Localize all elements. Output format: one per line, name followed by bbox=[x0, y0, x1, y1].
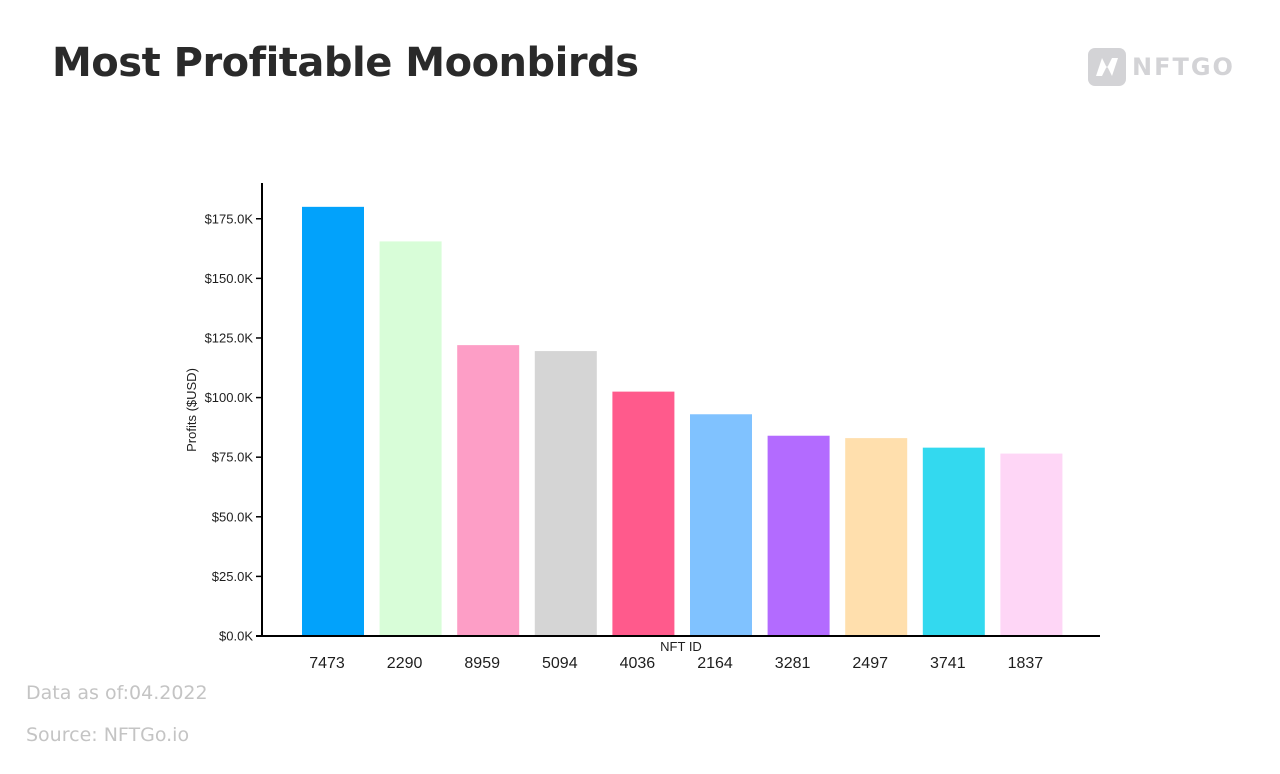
x-tick-label: 8959 bbox=[464, 655, 500, 672]
x-tick-label: 1837 bbox=[1008, 655, 1044, 672]
y-axis-ticks: $0.0K $25.0K $50.0K $75.0K $100.0K $125.0K $15… bbox=[205, 211, 262, 644]
bars bbox=[302, 206, 1063, 637]
nftgo-logo-icon bbox=[1088, 48, 1126, 86]
y-tick-label: $25.0K bbox=[212, 569, 254, 584]
y-tick-label: $100.0K bbox=[205, 390, 254, 405]
source-note: Source: NFTGo.io bbox=[26, 724, 190, 746]
bar-2290 bbox=[379, 241, 442, 637]
bar-2164 bbox=[690, 414, 752, 636]
x-tick-label: 5094 bbox=[542, 655, 578, 672]
bar-4036 bbox=[612, 391, 675, 636]
y-tick-label: $125.0K bbox=[205, 330, 254, 345]
x-tick-label: 3281 bbox=[775, 655, 811, 672]
y-tick-label: $75.0K bbox=[212, 450, 254, 465]
x-tick-label: 7473 bbox=[309, 655, 345, 672]
x-axis-title: NFT ID bbox=[660, 639, 702, 654]
y-tick-label: $0.0K bbox=[219, 629, 253, 644]
x-tick-label: 2497 bbox=[852, 655, 888, 672]
bar-5094 bbox=[534, 351, 597, 636]
y-tick-label: $50.0K bbox=[212, 509, 254, 524]
bar-3741 bbox=[922, 447, 985, 636]
y-tick-label: $175.0K bbox=[205, 211, 254, 226]
bar-3281 bbox=[767, 435, 830, 636]
bar-1837 bbox=[1000, 453, 1063, 636]
x-tick-label: 4036 bbox=[620, 655, 656, 672]
bar-2497 bbox=[845, 438, 908, 636]
nftgo-logo: NFTGO bbox=[1088, 48, 1235, 86]
chart-title: Most Profitable Moonbirds bbox=[52, 40, 639, 86]
bar-8959 bbox=[457, 345, 520, 636]
nftgo-logo-text: NFTGO bbox=[1132, 53, 1235, 81]
x-tick-label: 3741 bbox=[930, 655, 966, 672]
data-date-note: Data as of:04.2022 bbox=[26, 682, 208, 704]
x-tick-label: 2164 bbox=[697, 655, 733, 672]
y-tick-label: $150.0K bbox=[205, 271, 254, 286]
x-tick-label: 2290 bbox=[387, 655, 423, 672]
x-axis-tick-labels: 7473 2290 8959 5094 4036 2164 3281 2497 3741 1837 bbox=[309, 655, 1043, 672]
bar-7473 bbox=[302, 206, 364, 636]
y-axis-title: Profits ($USD) bbox=[184, 368, 199, 452]
